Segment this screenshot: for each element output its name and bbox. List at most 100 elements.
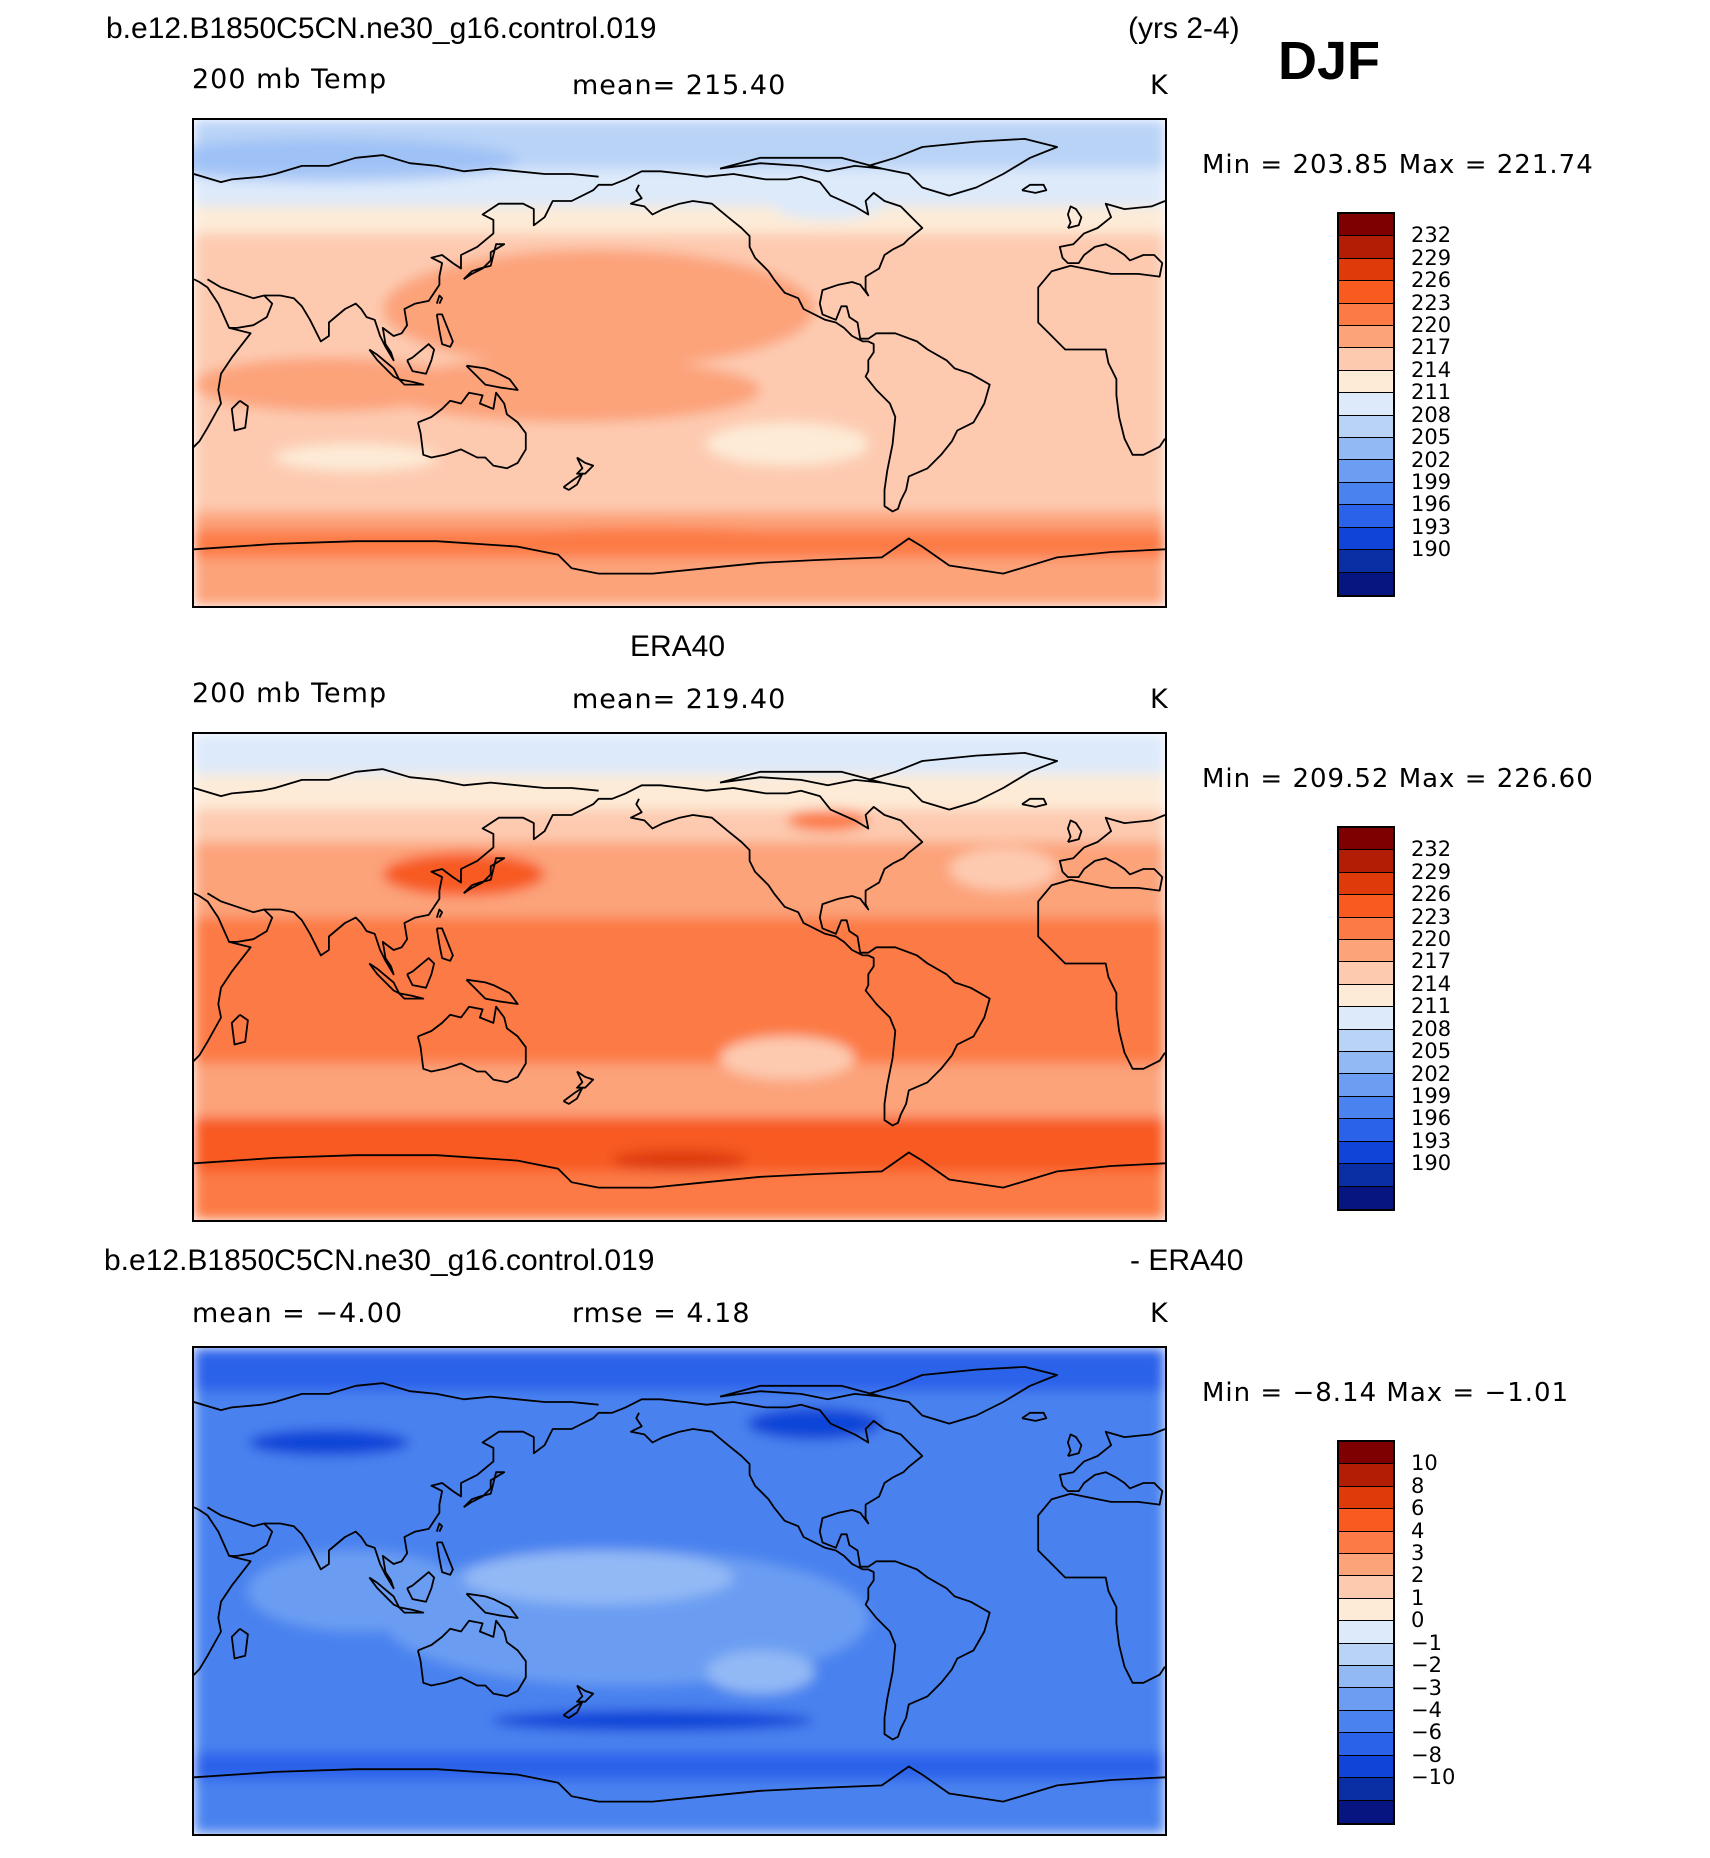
colorbar-label: 223	[1411, 290, 1452, 315]
contour-field	[194, 734, 1165, 1220]
colorbar-cell	[1339, 1007, 1393, 1030]
coastline	[264, 170, 991, 513]
colorbar-cell	[1339, 438, 1393, 461]
colorbar-cell	[1339, 1052, 1393, 1075]
coastline	[719, 1384, 883, 1401]
colorbar-cell	[1339, 1029, 1393, 1053]
coastline	[576, 456, 595, 475]
colorbar-label: 211	[1411, 380, 1452, 405]
coastline	[1021, 797, 1048, 808]
years-label: (yrs 2-4)	[1128, 12, 1240, 45]
panel1-mean: mean= 215.40	[572, 70, 787, 101]
coastline	[435, 1541, 454, 1576]
coastline	[406, 343, 436, 375]
colorbar-cell	[1339, 895, 1393, 918]
colorbar-cell	[1339, 527, 1393, 551]
colorbar-label: 3	[1411, 1541, 1425, 1566]
coastline	[406, 957, 436, 989]
coastline	[194, 154, 599, 183]
coastline	[194, 1765, 1165, 1803]
colorbar-label: 205	[1411, 425, 1452, 450]
colorbar-label: 226	[1411, 268, 1452, 293]
coastline	[465, 978, 519, 1005]
colorbar-label: 229	[1411, 245, 1452, 270]
coastline	[264, 1398, 991, 1741]
coastline	[465, 364, 519, 391]
colorbar-model	[1337, 212, 1395, 597]
panel3-title-left: b.e12.B1850C5CN.ne30_g16.control.019	[104, 1244, 655, 1277]
coastline	[1067, 819, 1083, 843]
coastline	[368, 962, 400, 995]
colorbar-cell	[1339, 1164, 1393, 1187]
colorbar-label: 190	[1411, 1151, 1452, 1176]
colorbar-label: 1	[1411, 1585, 1425, 1610]
coastline	[230, 1628, 249, 1660]
colorbar-label: 214	[1411, 971, 1452, 996]
panel2-minmax: Min = 209.52 Max = 226.60	[1202, 764, 1594, 794]
coastline	[435, 1522, 444, 1533]
colorbar-label: 208	[1411, 1016, 1452, 1041]
coastline	[868, 1365, 1058, 1425]
colorbar-cell	[1339, 940, 1393, 963]
colorbar-label: 226	[1411, 882, 1452, 907]
colorbar-label: 220	[1411, 927, 1452, 952]
colorbar-label: 202	[1411, 1061, 1452, 1086]
colorbar-cell	[1339, 1554, 1393, 1577]
colorbar-label: 190	[1411, 537, 1452, 562]
coastline	[194, 537, 1165, 575]
colorbar-label: 229	[1411, 859, 1452, 884]
coastline	[435, 294, 444, 305]
coastline	[465, 1592, 519, 1619]
map-panel-model	[192, 118, 1167, 608]
coastline	[406, 1571, 436, 1603]
contour-field	[194, 120, 1165, 606]
colorbar-label: 4	[1411, 1518, 1425, 1543]
colorbar-cell	[1339, 850, 1393, 873]
colorbar-cell	[1339, 393, 1393, 416]
coastline	[230, 400, 249, 432]
coastline	[1037, 200, 1165, 456]
colorbar-label: 232	[1411, 223, 1452, 248]
colorbar-label: 6	[1411, 1496, 1425, 1521]
colorbar-cell	[1339, 1598, 1393, 1622]
panel3-mean: mean = −4.00	[192, 1298, 404, 1329]
coastline	[368, 348, 400, 381]
colorbar-cell	[1339, 236, 1393, 259]
colorbar-cell	[1339, 1733, 1393, 1756]
colorbar-cell	[1339, 1531, 1393, 1555]
coastline	[207, 1506, 274, 1557]
coastline	[463, 1471, 506, 1509]
coastline	[1037, 1428, 1165, 1684]
colorbar-cell	[1339, 1096, 1393, 1120]
coastline	[562, 472, 584, 491]
coastline	[576, 1684, 595, 1703]
colorbar-cell	[1339, 326, 1393, 349]
coastline	[417, 391, 527, 470]
colorbar-label: 196	[1411, 1106, 1452, 1131]
colorbar-cell	[1339, 281, 1393, 304]
map-panel-era40	[192, 732, 1167, 1222]
colorbar-label: 2	[1411, 1563, 1425, 1588]
colorbar-label: 199	[1411, 469, 1452, 494]
colorbar-cell	[1339, 1074, 1393, 1097]
colorbar-label: 220	[1411, 313, 1452, 338]
coastline	[194, 768, 599, 797]
colorbar-cell	[1339, 1119, 1393, 1142]
coastline	[562, 1700, 584, 1719]
colorbar-cell	[1339, 1666, 1393, 1689]
colorbar-cell	[1339, 1643, 1393, 1667]
coastline	[194, 1506, 252, 1682]
coastline	[194, 1382, 599, 1411]
coastline	[230, 1014, 249, 1046]
panel2-mean: mean= 219.40	[572, 684, 787, 715]
coastline	[868, 137, 1058, 197]
colorbar-label: −2	[1411, 1653, 1442, 1678]
colorbar-cell	[1339, 1464, 1393, 1487]
colorbar-label: 0	[1411, 1608, 1425, 1633]
colorbar-cell	[1339, 1576, 1393, 1599]
colorbar-cell	[1339, 917, 1393, 941]
panel2-title: ERA40	[630, 630, 726, 663]
colorbar-cell	[1339, 828, 1393, 851]
coastline	[463, 243, 506, 281]
colorbar-label: 193	[1411, 514, 1452, 539]
